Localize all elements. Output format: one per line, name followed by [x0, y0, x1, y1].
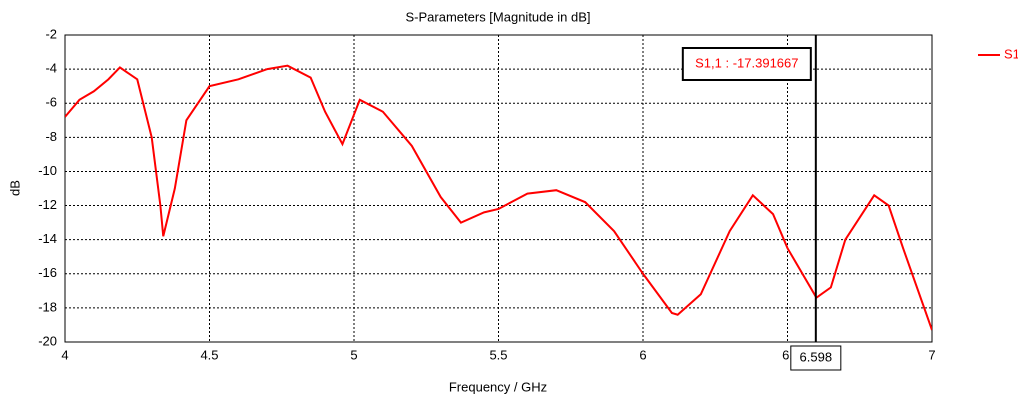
- x-tick-label: 4.5: [200, 347, 218, 362]
- y-tick-label: -16: [38, 265, 57, 280]
- plot-frame: [64, 34, 933, 343]
- x-tick-label: 6.: [782, 347, 793, 362]
- x-axis-label: Frequency / GHz: [449, 379, 547, 394]
- y-tick-label: -10: [38, 163, 57, 178]
- marker-x-label: 6.598: [800, 349, 833, 364]
- x-tick-label: 6: [639, 347, 646, 362]
- x-tick-label: 4: [61, 347, 68, 362]
- series-line: [65, 64, 932, 331]
- x-tick-label: 5: [350, 347, 357, 362]
- y-tick-label: -14: [38, 231, 57, 246]
- y-tick-label: -18: [38, 299, 57, 314]
- marker-box: [681, 47, 812, 81]
- x-tick-label: 7: [928, 347, 935, 362]
- y-tick-label: -12: [38, 197, 57, 212]
- y-tick-label: -6: [45, 95, 57, 110]
- y-tick-label: -20: [38, 333, 57, 348]
- y-axis-label: dB: [7, 180, 22, 196]
- y-tick-label: -4: [45, 61, 57, 76]
- y-tick-label: -2: [45, 26, 57, 41]
- marker-x-box: [790, 345, 842, 371]
- x-tick-label: 5.5: [489, 347, 507, 362]
- marker-label: S1,1 : -17.391667: [695, 55, 798, 70]
- y-tick-label: -8: [45, 129, 57, 144]
- chart-title: S-Parameters [Magnitude in dB]: [406, 9, 591, 24]
- legend-label: S1,1: [1004, 46, 1018, 61]
